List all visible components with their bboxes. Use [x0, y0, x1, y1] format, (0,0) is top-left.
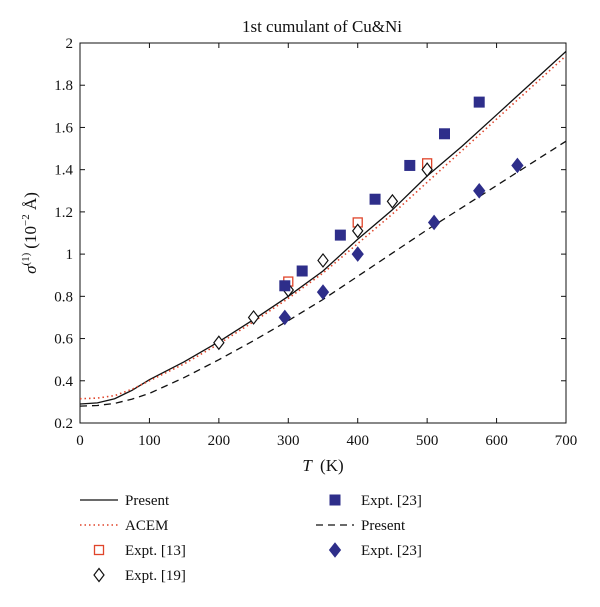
- legend-label: Present: [361, 518, 406, 534]
- x-tick-label: 200: [208, 433, 231, 449]
- data-point-3: [386, 193, 399, 209]
- x-axis: 0 100 200 300 400 500 600 700: [76, 43, 577, 449]
- y-tick-label: 1.6: [54, 120, 73, 136]
- series-line-0: [80, 50, 566, 405]
- legend-label: Present: [125, 493, 170, 509]
- data-point-4: [334, 229, 346, 241]
- marker-layer: [213, 96, 524, 351]
- data-point-6: [278, 309, 291, 326]
- y-tick-label: 0.8: [54, 289, 73, 305]
- x-tick-label: 400: [346, 433, 369, 449]
- legend-entry: Present: [316, 518, 406, 534]
- y-axis-label: σ(1) (10−2 Å): [20, 192, 40, 274]
- data-point-4: [404, 159, 416, 171]
- legend-label: Expt. [23]: [361, 543, 422, 559]
- legend-entry: Expt. [23]: [329, 493, 422, 509]
- data-point-4: [296, 265, 308, 277]
- y-axis-unit-suffix: Å): [21, 192, 40, 214]
- y-tick-label: 1.8: [54, 78, 73, 94]
- y-tick-label: 1.4: [54, 163, 73, 179]
- y-axis-unit-prefix: (10: [21, 226, 40, 249]
- data-point-6: [351, 246, 364, 262]
- legend-entry: ACEM: [80, 518, 168, 534]
- data-point-3: [213, 335, 225, 351]
- data-point-4: [369, 193, 381, 205]
- x-tick-label: 0: [76, 433, 84, 449]
- y-tick-label: 2: [66, 36, 74, 52]
- legend-entry: Expt. [13]: [93, 543, 186, 559]
- y-tick-label: 0.6: [54, 332, 73, 348]
- chart-title: 1st cumulant of Cu&Ni: [242, 17, 402, 36]
- y-axis-superscript: (1): [20, 252, 32, 265]
- y-axis-symbol: σ: [21, 265, 40, 274]
- legend-label: Expt. [19]: [125, 568, 186, 584]
- data-point-3: [317, 252, 329, 268]
- data-point-6: [427, 214, 441, 231]
- x-tick-label: 100: [138, 433, 161, 449]
- legend: Present ACEM Expt. [13] Expt. [19] Expt. [23…: [80, 493, 422, 584]
- legend-entry: Expt. [23]: [328, 542, 422, 559]
- data-point-6: [511, 157, 524, 174]
- x-tick-label: 700: [555, 433, 578, 449]
- data-point-3: [351, 223, 364, 239]
- data-point-4: [473, 96, 485, 108]
- legend-label: ACEM: [125, 518, 168, 534]
- legend-swatch: [328, 542, 342, 558]
- y-tick-label: 1.2: [54, 205, 73, 221]
- data-point-6: [473, 182, 486, 199]
- legend-swatch: [93, 544, 105, 556]
- data-point-3: [247, 309, 260, 325]
- plot-frame: [79, 42, 567, 424]
- legend-swatch: [329, 494, 341, 506]
- data-point-3: [421, 162, 433, 178]
- legend-entry: Expt. [19]: [93, 567, 186, 584]
- data-point-6: [316, 284, 330, 300]
- x-axis-label: T (K): [302, 456, 343, 475]
- y-axis-unit-exponent: −2: [20, 214, 32, 226]
- legend-label: Expt. [23]: [361, 493, 422, 509]
- legend-label: Expt. [13]: [125, 543, 186, 559]
- x-tick-label: 500: [416, 433, 439, 449]
- y-tick-label: 0.2: [54, 416, 73, 432]
- x-tick-label: 300: [277, 433, 300, 449]
- x-axis-unit: (K): [320, 456, 344, 475]
- y-axis: 0.2 0.4 0.6 0.8 1 1.2 1.4 1.6 1.8 2: [54, 36, 566, 432]
- y-tick-label: 0.4: [54, 374, 73, 390]
- series-line-1: [80, 55, 566, 400]
- legend-swatch: [93, 567, 105, 583]
- data-point-4: [439, 128, 450, 140]
- x-tick-label: 600: [485, 433, 508, 449]
- series-line-5: [80, 140, 566, 407]
- data-point-4: [279, 280, 291, 292]
- y-tick-label: 1: [66, 247, 74, 263]
- legend-entry: Present: [80, 493, 170, 509]
- x-axis-symbol: T: [302, 456, 313, 475]
- series-layer: [80, 50, 566, 407]
